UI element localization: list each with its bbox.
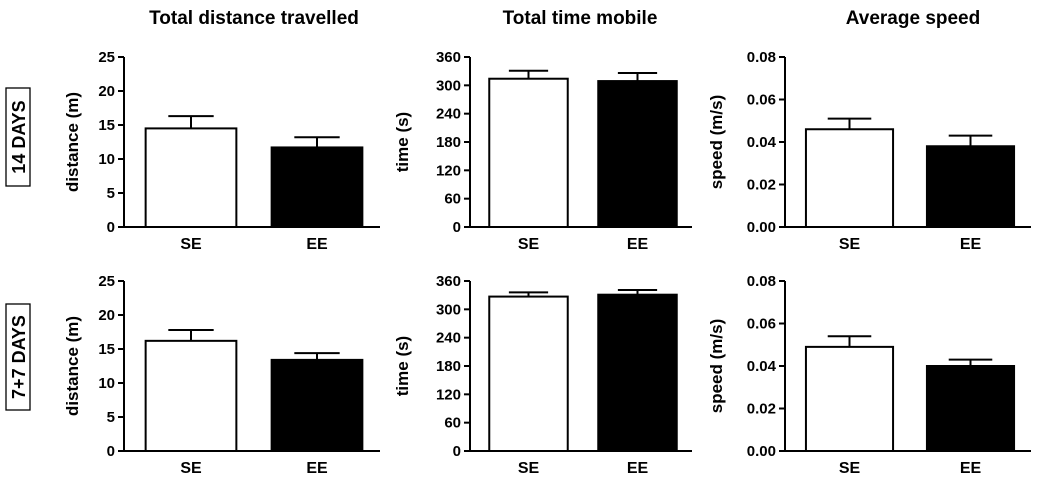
y-axis-title: distance (m): [63, 316, 82, 416]
y-tick-label: 0: [107, 219, 115, 236]
y-axis-title: speed (m/s): [707, 319, 726, 413]
y-tick-label: 25: [98, 49, 115, 66]
y-tick-label: 0.02: [747, 177, 776, 194]
panel-time-7-7-days: 0 60 120 180 240 300 360 time (s) SE EE: [393, 273, 692, 477]
category-label-ee: EE: [960, 236, 982, 253]
panel-speed-7-7-days: 0.00 0.02 0.04 0.06 0.08 speed (m/s) SE EE: [707, 273, 1031, 477]
category-label-ee: EE: [306, 460, 328, 477]
panel-distance-14-days: 0 5 10 15 20 25 distance (m) SE EE: [63, 49, 380, 253]
y-tick-label: 0.04: [747, 134, 777, 151]
y-tick-label: 10: [98, 375, 115, 392]
y-tick-label: 0: [107, 443, 115, 460]
row-label-text: 14 DAYS: [9, 100, 29, 173]
category-label-ee: EE: [627, 236, 649, 253]
column-title-speed: Average speed: [846, 8, 980, 29]
bar-ee: [270, 146, 364, 228]
column-title-distance: Total distance travelled: [149, 8, 359, 29]
y-tick-label: 0.08: [747, 273, 776, 290]
bar-ee: [925, 365, 1016, 452]
y-tick-label: 0.02: [747, 401, 776, 418]
y-tick-label: 25: [98, 273, 115, 290]
category-label-se: SE: [518, 236, 540, 253]
y-tick-label: 20: [98, 307, 115, 324]
y-tick-label: 0: [453, 219, 461, 236]
bar-se: [804, 345, 895, 452]
y-tick-label: 60: [444, 415, 461, 432]
y-tick-label: 20: [98, 83, 115, 100]
y-tick-label: 360: [436, 273, 461, 290]
row-label-14-days: 14 DAYS: [5, 87, 31, 187]
column-title-time: Total time mobile: [503, 8, 658, 29]
y-tick-label: 0.06: [747, 92, 776, 109]
bar-ee: [270, 358, 364, 453]
row-label-text: 7+7 DAYS: [9, 315, 29, 399]
bar-se: [804, 128, 895, 228]
y-axis-title: distance (m): [63, 92, 82, 192]
y-axis-title: time (s): [393, 336, 412, 396]
y-tick-label: 0: [453, 443, 461, 460]
row-label-box: [5, 303, 31, 411]
bar-se: [144, 339, 238, 452]
bar-se: [488, 295, 569, 453]
y-tick-label: 60: [444, 191, 461, 208]
row-label-box: [5, 87, 31, 187]
category-label-ee: EE: [627, 460, 649, 477]
y-tick-label: 0.00: [747, 219, 776, 236]
category-label-ee: EE: [306, 236, 328, 253]
y-axis-title: time (s): [393, 112, 412, 172]
y-tick-label: 120: [436, 386, 461, 403]
y-tick-label: 180: [436, 134, 461, 151]
bar-se: [488, 77, 569, 228]
y-tick-label: 300: [436, 77, 461, 94]
y-tick-label: 180: [436, 358, 461, 375]
category-label-se: SE: [839, 460, 861, 477]
bar-se: [144, 127, 238, 228]
y-tick-label: 5: [107, 409, 115, 426]
bar-ee: [925, 145, 1016, 228]
y-tick-label: 300: [436, 301, 461, 318]
y-tick-label: 0.00: [747, 443, 776, 460]
panel-distance-7-7-days: 0 5 10 15 20 25 distance (m) SE EE: [63, 273, 380, 477]
y-tick-label: 0.04: [747, 358, 777, 375]
category-label-se: SE: [518, 460, 540, 477]
row-label-7-7-days: 7+7 DAYS: [5, 303, 31, 411]
y-tick-label: 15: [98, 341, 115, 358]
y-tick-label: 0.08: [747, 49, 776, 66]
y-tick-label: 0.06: [747, 316, 776, 333]
category-label-se: SE: [839, 236, 861, 253]
y-tick-label: 5: [107, 185, 115, 202]
y-tick-label: 360: [436, 49, 461, 66]
y-tick-label: 120: [436, 162, 461, 179]
y-axis-title: speed (m/s): [707, 95, 726, 189]
y-tick-label: 240: [436, 106, 461, 123]
bar-ee: [597, 80, 678, 229]
panel-time-14-days: 0 60 120 180 240 300 360 time (s) SE EE: [393, 49, 692, 253]
category-label-ee: EE: [960, 460, 982, 477]
panel-speed-14-days: 0.00 0.02 0.04 0.06 0.08 speed (m/s) SE EE: [707, 49, 1031, 253]
y-tick-label: 10: [98, 151, 115, 168]
bar-ee: [597, 293, 678, 453]
y-tick-label: 15: [98, 117, 115, 134]
y-tick-label: 240: [436, 330, 461, 347]
category-label-se: SE: [180, 236, 202, 253]
category-label-se: SE: [180, 460, 202, 477]
